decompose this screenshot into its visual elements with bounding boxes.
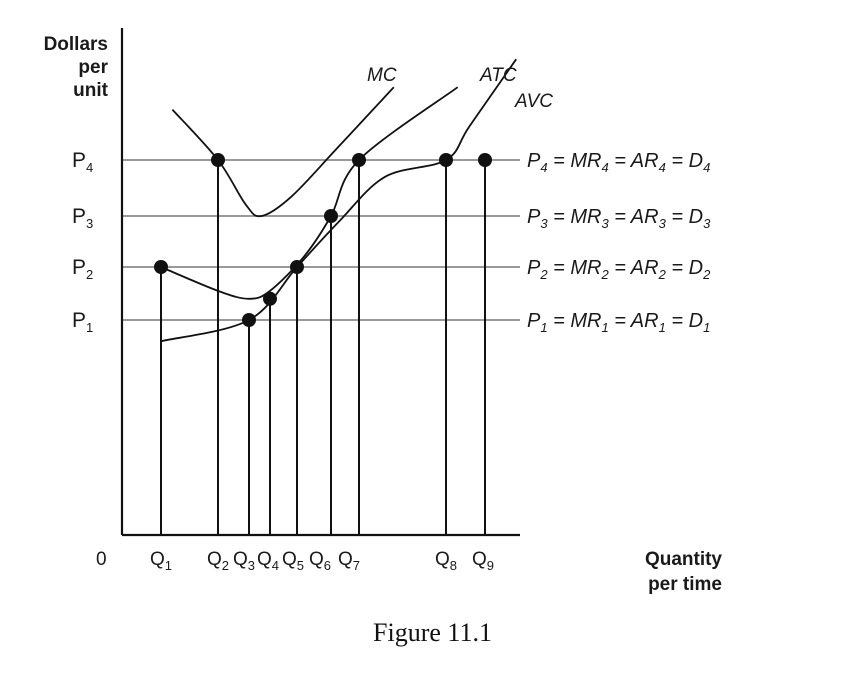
- x-tick-label-7: Q7: [338, 549, 360, 573]
- x-tick-label-4: Q4: [257, 549, 279, 573]
- y-tick-label-3: P3: [72, 205, 93, 231]
- x-tick-label-6: Q6: [309, 549, 331, 573]
- figure-caption: Figure 11.1: [373, 618, 492, 647]
- x-tick-label-1: Q1: [150, 549, 172, 573]
- point-q1: [154, 260, 168, 274]
- cost-curves: [160, 58, 517, 343]
- price-line-label-3: P3 = MR3 = AR3 = D3: [527, 206, 711, 231]
- point-q4: [263, 291, 277, 306]
- x-tick-label-8: Q8: [435, 549, 457, 573]
- point-q3: [242, 313, 256, 327]
- curve-label-atc: ATC: [479, 65, 517, 86]
- point-q9: [478, 153, 492, 167]
- x-axis-title-line-1: Quantity: [645, 549, 722, 570]
- curve-label-avc: AVC: [514, 91, 553, 112]
- y-axis-title-line-2: per: [78, 57, 108, 78]
- y-axis-title-line-3: unit: [73, 80, 108, 101]
- point-q7: [352, 153, 366, 167]
- curve-avc: [160, 58, 517, 343]
- y-tick-label-4: P4: [72, 149, 93, 175]
- cost-curves-chart: P1 = MR1 = AR1 = D1 P2 = MR2 = AR2 = D2 P3…: [44, 28, 723, 595]
- point-q6: [324, 209, 338, 223]
- price-line-label-4: P4 = MR4 = AR4 = D4: [527, 150, 710, 175]
- quantity-droplines: [160, 160, 486, 535]
- x-axis-title-line-2: per time: [648, 574, 722, 595]
- chart-text: P1 = MR1 = AR1 = D1 P2 = MR2 = AR2 = D2 P3…: [44, 34, 723, 595]
- point-q5: [290, 260, 304, 274]
- price-line-label-1: P1 = MR1 = AR1 = D1: [527, 310, 710, 335]
- curve-label-mc: MC: [367, 65, 397, 86]
- x-tick-label-2: Q2: [207, 549, 229, 573]
- origin-label: 0: [96, 549, 107, 570]
- intersection-points: [154, 153, 492, 327]
- price-line-label-2: P2 = MR2 = AR2 = D2: [527, 257, 711, 282]
- y-tick-label-1: P1: [72, 309, 93, 335]
- point-q8: [439, 153, 453, 167]
- x-tick-label-9: Q9: [472, 549, 494, 573]
- y-tick-label-2: P2: [72, 256, 93, 282]
- x-tick-label-5: Q5: [282, 549, 304, 573]
- y-axis-title-line-1: Dollars: [44, 34, 108, 55]
- axes: [120, 28, 520, 537]
- point-q2: [211, 153, 225, 167]
- price-lines: [122, 159, 520, 321]
- x-tick-label-3: Q3: [233, 549, 255, 573]
